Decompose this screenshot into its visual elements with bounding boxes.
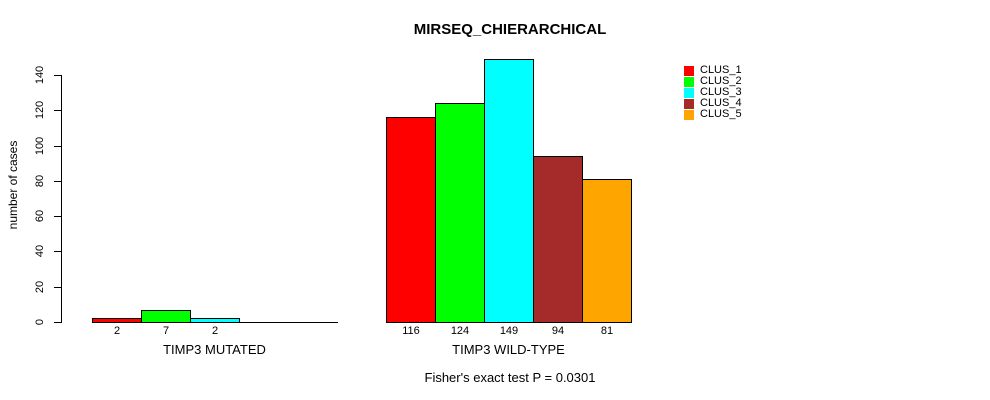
bar-clus_2 <box>435 103 485 323</box>
y-axis-label: number of cases <box>6 140 20 230</box>
legend-swatch <box>684 87 694 98</box>
bar-value-label: 116 <box>402 325 420 337</box>
bar-clus_3 <box>484 59 534 323</box>
y-axis-tick-label: 140 <box>34 65 46 85</box>
y-axis-tick <box>54 146 61 147</box>
legend-swatch <box>684 65 694 76</box>
bar-value-label: 2 <box>113 325 121 337</box>
legend-swatch <box>684 76 694 87</box>
bar-clus_2 <box>141 310 191 323</box>
group-label-timp3-mutated: TIMP3 MUTATED <box>163 342 266 357</box>
y-axis-tick <box>54 110 61 111</box>
y-axis-tick-label: 60 <box>34 209 46 223</box>
bar-value-label: 124 <box>450 325 470 337</box>
bar-value-label: 149 <box>499 325 519 337</box>
bar-value-label: 81 <box>600 325 614 337</box>
legend-item-label: CLUS_3 <box>700 86 742 98</box>
y-axis-tick-label: 80 <box>34 174 46 188</box>
y-axis-tick-label: 20 <box>34 280 46 294</box>
legend-item-label: CLUS_1 <box>700 64 742 76</box>
legend-item: CLUS_4 <box>684 98 742 109</box>
legend-item: CLUS_1 <box>684 65 742 76</box>
legend-item: CLUS_3 <box>684 87 742 98</box>
legend-swatch <box>684 98 694 109</box>
y-axis-tick <box>54 251 61 252</box>
chart-title: MIRSEQ_CHIERARCHICAL <box>413 21 607 38</box>
bar-clus_3 <box>190 318 240 323</box>
legend-item: CLUS_5 <box>684 109 742 120</box>
y-axis-tick-label: 120 <box>34 100 46 120</box>
y-axis-tick-label: 0 <box>34 318 46 326</box>
bar-value-label: 2 <box>211 325 219 337</box>
bar-clus_1 <box>386 117 436 323</box>
y-axis-tick-label: 100 <box>34 136 46 156</box>
legend-item-label: CLUS_5 <box>700 108 742 120</box>
bar-value-label: 94 <box>551 325 565 337</box>
legend-swatch <box>684 109 694 120</box>
y-axis-line <box>61 75 62 323</box>
bar-clus_1 <box>92 318 142 323</box>
caption-fisher-test: Fisher's exact test P = 0.0301 <box>424 370 596 385</box>
y-axis-tick <box>54 322 61 323</box>
legend: CLUS_1 CLUS_2 CLUS_3 CLUS_4 CLUS_5 <box>684 65 742 120</box>
y-axis-tick <box>54 181 61 182</box>
legend-item-label: CLUS_2 <box>700 75 742 87</box>
bar-value-label: 7 <box>162 325 170 337</box>
bar-clus_5 <box>582 179 632 323</box>
y-axis-tick <box>54 287 61 288</box>
bar-clus_4 <box>533 156 583 323</box>
y-axis-tick <box>54 216 61 217</box>
y-axis-tick-label: 40 <box>34 244 46 258</box>
group-label-timp3-wild-type: TIMP3 WILD-TYPE <box>452 342 565 357</box>
y-axis-tick <box>54 75 61 76</box>
legend-item: CLUS_2 <box>684 76 742 87</box>
legend-item-label: CLUS_4 <box>700 97 742 109</box>
